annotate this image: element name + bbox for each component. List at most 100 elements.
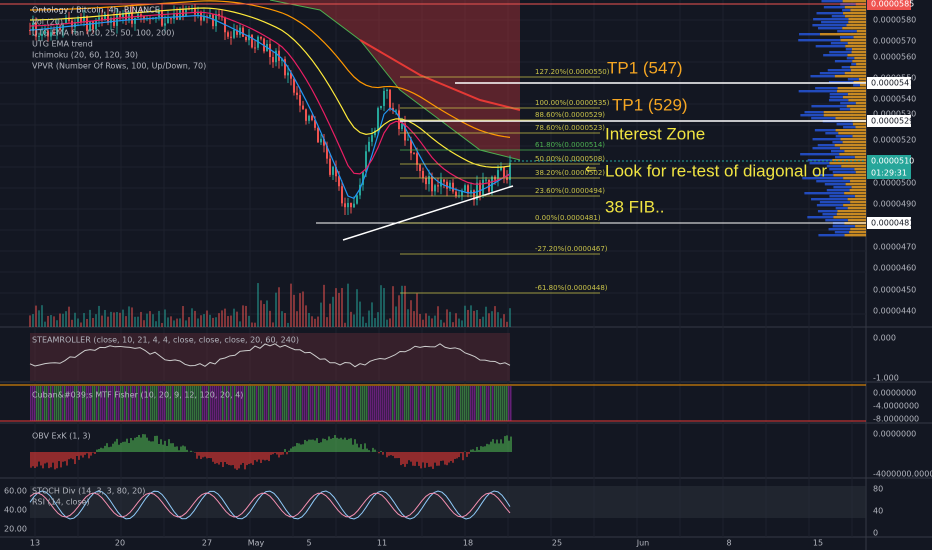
fisher-bar bbox=[234, 386, 236, 421]
vp-down bbox=[840, 39, 866, 42]
fisher-bar bbox=[290, 386, 292, 421]
fisher-bar bbox=[118, 386, 120, 421]
volume-bar bbox=[308, 312, 310, 327]
candle-body bbox=[254, 47, 256, 49]
fisher-bar bbox=[392, 386, 394, 421]
fisher-bar bbox=[510, 386, 512, 421]
obv-bar bbox=[346, 439, 348, 452]
volume-bar bbox=[314, 318, 316, 327]
volume-bar bbox=[131, 307, 133, 327]
fisher-bar bbox=[192, 386, 194, 421]
fisher-bar bbox=[88, 386, 90, 421]
volume-bar bbox=[251, 322, 253, 327]
obv-bar bbox=[290, 448, 292, 452]
vp-down bbox=[852, 135, 866, 138]
fisher-bar bbox=[224, 386, 226, 421]
obv-bar bbox=[44, 452, 46, 464]
candle-body bbox=[326, 145, 328, 159]
fisher-bar bbox=[308, 386, 310, 421]
obv-bar bbox=[56, 452, 58, 469]
vp-up bbox=[835, 156, 855, 159]
obv-bar bbox=[374, 449, 376, 452]
fisher-bar bbox=[276, 386, 278, 421]
time-label: 20 bbox=[115, 539, 125, 548]
vp-up bbox=[825, 219, 848, 222]
fisher-bar bbox=[258, 386, 260, 421]
stoch-k bbox=[29, 490, 511, 520]
candle-body bbox=[158, 10, 160, 18]
volume-bar bbox=[227, 316, 229, 327]
obv-bar bbox=[352, 444, 354, 452]
chart-title: Ontology / Bitcoin, 4h, BINANCE bbox=[32, 6, 160, 15]
fisher-bar bbox=[262, 386, 264, 421]
candle-body bbox=[419, 164, 421, 171]
vp-up bbox=[816, 204, 844, 207]
indicator-label: Ichimoku (20, 60, 120, 30) bbox=[32, 51, 138, 60]
vp-down bbox=[849, 189, 866, 192]
obv-bar bbox=[298, 443, 300, 452]
vp-up bbox=[817, 210, 838, 213]
fisher-bar bbox=[476, 386, 478, 421]
vp-down bbox=[833, 216, 866, 219]
volume-bar bbox=[329, 303, 331, 327]
obv-bar bbox=[302, 444, 304, 452]
vp-down bbox=[843, 177, 866, 180]
volume-bar bbox=[158, 310, 160, 327]
candle-body bbox=[392, 107, 394, 111]
obv-bar bbox=[426, 452, 428, 463]
candle-body bbox=[356, 195, 358, 204]
obv-bar bbox=[336, 437, 338, 452]
candle-body bbox=[155, 17, 157, 19]
vp-up bbox=[809, 162, 830, 165]
fisher-bar bbox=[60, 386, 62, 421]
vp-up bbox=[822, 213, 837, 216]
volume-bar bbox=[245, 305, 247, 327]
obv-bar bbox=[504, 436, 506, 452]
volume-bar bbox=[137, 316, 139, 327]
candle-body bbox=[317, 127, 319, 143]
panel-axis-label: 40 bbox=[873, 507, 883, 516]
obv-bar bbox=[88, 452, 90, 459]
candle-body bbox=[281, 59, 283, 61]
ema-line bbox=[29, 0, 511, 138]
obv-bar bbox=[350, 438, 352, 452]
obv-bar bbox=[184, 446, 186, 452]
fisher-bar bbox=[136, 386, 138, 421]
vp-down bbox=[850, 69, 866, 72]
candle-body bbox=[212, 14, 214, 27]
volume-bar bbox=[266, 300, 268, 327]
fisher-bar bbox=[360, 386, 362, 421]
candle-body bbox=[395, 110, 397, 112]
volume-bar bbox=[128, 306, 130, 327]
panel-axis-label: 0.000 bbox=[873, 334, 896, 343]
vp-up bbox=[830, 150, 845, 153]
fisher-bar bbox=[54, 386, 56, 421]
fisher-bar bbox=[402, 386, 404, 421]
price-label: 0.0000580 bbox=[873, 16, 916, 25]
fisher-bar bbox=[424, 386, 426, 421]
candle-body bbox=[362, 171, 364, 185]
fisher-bar bbox=[210, 386, 212, 421]
vp-down bbox=[855, 171, 866, 174]
fisher-bar bbox=[436, 386, 438, 421]
obv-bar bbox=[162, 444, 164, 452]
obv-bar bbox=[278, 452, 280, 458]
volume-bar bbox=[92, 317, 94, 327]
vp-down bbox=[839, 147, 866, 150]
obv-bar bbox=[420, 452, 422, 469]
fisher-bar bbox=[230, 386, 232, 421]
volume-bar bbox=[383, 288, 385, 327]
fisher-bar bbox=[456, 386, 458, 421]
fisher-bar bbox=[146, 386, 148, 421]
volume-bar bbox=[29, 315, 31, 327]
volume-bar bbox=[305, 305, 307, 327]
volume-bar bbox=[395, 306, 397, 327]
obv-bar bbox=[252, 452, 254, 465]
fisher-bar bbox=[344, 386, 346, 421]
obv-bar bbox=[496, 439, 498, 452]
vp-up bbox=[853, 84, 861, 87]
candle-body bbox=[56, 26, 58, 35]
obv-bar bbox=[118, 444, 120, 452]
volume-bar bbox=[95, 314, 97, 327]
